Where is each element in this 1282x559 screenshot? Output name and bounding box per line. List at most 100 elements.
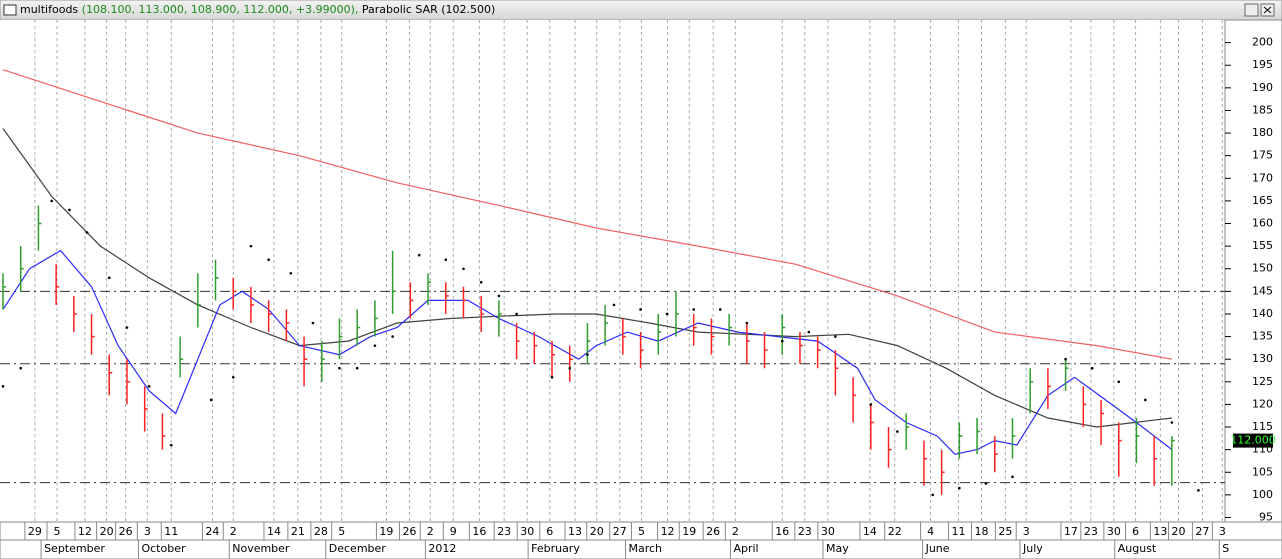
sar-dot	[497, 294, 501, 298]
y-tick-label: 185	[1252, 103, 1273, 116]
x-tick-label: 28	[314, 525, 328, 538]
last-price-box	[1233, 433, 1273, 448]
y-tick-label: 200	[1252, 36, 1273, 49]
sar-dot	[289, 271, 293, 275]
sar-dot	[209, 398, 213, 402]
sar-dot	[692, 308, 695, 311]
sar-dot	[1064, 357, 1067, 361]
y-tick-label: 150	[1252, 262, 1273, 275]
month-label: July	[1022, 542, 1043, 555]
sar-dot	[984, 482, 988, 485]
close-icon	[1263, 6, 1272, 14]
sar-dot	[718, 308, 722, 311]
x-tick-label: 2	[732, 525, 739, 538]
sar-dot	[85, 231, 89, 234]
x-tick-label: 9	[450, 525, 457, 538]
sar-dot	[780, 339, 784, 343]
sar-dot	[869, 403, 873, 406]
y-tick-label: 180	[1252, 126, 1273, 139]
x-tick-label: 26	[119, 525, 133, 538]
x-tick-label: 26	[706, 525, 720, 538]
sar-dot	[444, 258, 448, 261]
y-tick-label: 160	[1252, 217, 1273, 230]
sar-dot	[231, 375, 235, 379]
y-tick-label: 100	[1252, 488, 1273, 501]
moving-average	[2, 128, 1172, 428]
x-tick-label: 11	[164, 525, 178, 538]
y-tick-label: 135	[1252, 330, 1273, 343]
x-tick-label: 27	[1195, 525, 1209, 538]
sar-dot	[807, 330, 811, 334]
x-tick-label: 13	[1153, 525, 1167, 538]
sar-dot	[311, 321, 315, 325]
x-tick-label: 23	[798, 525, 812, 538]
x-tick-label: 13	[568, 525, 582, 538]
sar-dot	[355, 366, 359, 370]
month-label: April	[733, 542, 758, 555]
sar-dot	[896, 430, 899, 433]
x-tick-label: 2	[230, 525, 237, 538]
y-tick-label: 130	[1252, 352, 1273, 365]
x-tick-label: 3	[1219, 525, 1226, 538]
y-tick-label: 125	[1252, 375, 1273, 388]
x-tick-label: 3	[1023, 525, 1030, 538]
restore-button[interactable]	[1244, 3, 1259, 17]
sar-dot	[462, 267, 465, 271]
indicator-value: (102.500)	[441, 3, 495, 16]
sar-dot	[19, 366, 23, 370]
sar-dot	[931, 493, 935, 497]
y-tick-label: 145	[1252, 284, 1273, 297]
y-tick-label: 170	[1252, 171, 1273, 184]
x-tick-label: 18	[974, 525, 988, 538]
x-tick-label: 20	[1172, 525, 1186, 538]
sar-dot	[515, 312, 518, 316]
y-tick-label: 120	[1252, 397, 1273, 410]
month-label: October	[141, 542, 185, 555]
month-label: S	[1222, 542, 1229, 555]
sar-dot	[338, 366, 341, 370]
sar-dot	[249, 244, 253, 248]
x-tick-label: 5	[338, 525, 345, 538]
y-tick-label: 195	[1252, 58, 1273, 71]
sar-dot	[50, 199, 54, 203]
month-label: March	[629, 542, 663, 555]
plot-area	[0, 20, 1225, 522]
sar-dot	[1011, 475, 1014, 479]
title: multifoods (108.100, 113.000, 108.900, 1…	[20, 3, 495, 16]
x-tick-label: 23	[497, 525, 511, 538]
y-tick-label: 165	[1252, 194, 1273, 207]
month-label: September	[44, 542, 105, 555]
sar-dot	[1, 385, 5, 388]
last-price-label: 112.000	[1230, 434, 1276, 447]
sar-dot	[373, 344, 377, 347]
x-tick-label: 30	[821, 525, 835, 538]
month-label: May	[826, 542, 849, 555]
y-tick-label: 140	[1252, 307, 1273, 320]
sar-dot	[479, 281, 483, 284]
x-tick-label: 6	[1132, 525, 1139, 538]
sar-dot	[68, 208, 71, 212]
y-tick-label: 155	[1252, 239, 1273, 252]
x-tick-label: 22	[888, 525, 902, 538]
x-tick-label: 25	[998, 525, 1012, 538]
x-tick-label: 16	[472, 525, 486, 538]
x-tick-label: 21	[291, 525, 305, 538]
month-label: December	[329, 542, 387, 555]
y-tick-label: 190	[1252, 81, 1273, 94]
x-tick-label: 19	[379, 525, 393, 538]
x-tick-label: 23	[1084, 525, 1098, 538]
x-tick-label: 16	[775, 525, 789, 538]
sar-dot	[1090, 366, 1094, 370]
x-tick-label: 20	[100, 525, 114, 538]
x-tick-label: 6	[546, 525, 553, 538]
y-tick-label: 175	[1252, 149, 1273, 162]
x-tick-label: 12	[661, 525, 675, 538]
sar-dot	[147, 385, 151, 388]
x-tick-label: 30	[520, 525, 534, 538]
month-label: November	[232, 542, 290, 555]
sar-dot	[169, 443, 173, 447]
x-tick-label: 30	[1107, 525, 1121, 538]
sar-dot	[745, 321, 749, 325]
sar-dot	[267, 258, 270, 261]
x-tick-label: 5	[638, 525, 645, 538]
